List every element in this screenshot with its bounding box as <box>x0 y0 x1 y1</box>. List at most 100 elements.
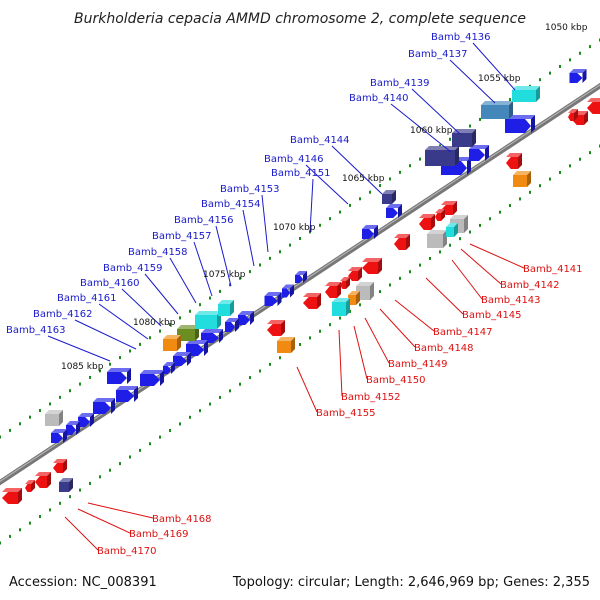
tick-label: 1080 kbp <box>133 318 176 328</box>
leader-line-forward <box>472 42 516 91</box>
gene-top-face <box>277 337 295 341</box>
gene-label-forward: Bamb_4158 <box>128 247 188 258</box>
gene-arrow-forward <box>107 368 131 384</box>
gene-label-forward: Bamb_4137 <box>408 49 468 60</box>
track-dot <box>9 534 11 538</box>
track-dot <box>69 389 71 393</box>
gene-label-forward: Bamb_4153 <box>220 184 280 195</box>
track-dot <box>19 422 21 426</box>
track-dot <box>169 429 171 433</box>
gene-arrow-reverse <box>325 282 341 298</box>
gene-body <box>481 105 509 119</box>
gene-top-face <box>163 335 181 339</box>
track-dot <box>569 58 571 62</box>
leader-line-forward <box>144 273 179 315</box>
gene-top-face <box>512 86 540 90</box>
gene-body <box>513 175 527 187</box>
gene-label-forward: Bamb_4161 <box>57 293 117 304</box>
gene-side-face <box>467 157 471 175</box>
track-dot <box>529 190 531 194</box>
gene-body <box>332 302 346 316</box>
gene-side-face <box>90 413 94 427</box>
track-dot <box>549 71 551 75</box>
gene-top-face <box>569 69 587 73</box>
gene-side-face <box>346 277 350 289</box>
tick-label: 1060 kbp <box>410 126 453 136</box>
leader-line-forward <box>390 103 452 153</box>
gene-top-face <box>340 277 350 281</box>
gene-side-face <box>187 352 191 366</box>
gene-arrow-forward <box>173 352 191 366</box>
track-dot <box>389 177 391 181</box>
gene-side-face <box>303 271 307 283</box>
gene-label-forward: Bamb_4160 <box>80 278 140 289</box>
gene-arrow-reverse <box>340 277 350 289</box>
gene-body <box>163 339 177 351</box>
gene-body <box>107 372 127 384</box>
track-dot <box>509 98 511 102</box>
tick-label: 1055 kbp <box>478 74 521 84</box>
gene-top-face <box>177 325 199 329</box>
gene-top-face <box>238 311 254 315</box>
track-dot <box>239 382 241 386</box>
gene-body <box>59 482 69 492</box>
gene-features <box>2 69 600 504</box>
gene-side-face <box>31 480 35 492</box>
leader-line-forward <box>331 145 383 195</box>
gene-arrow-forward <box>93 398 115 414</box>
track-dot <box>289 243 291 247</box>
gene-body <box>173 356 187 366</box>
accession-text: Accession: NC_008391 <box>9 575 157 590</box>
gene-top-face <box>66 421 80 425</box>
gene-side-face <box>509 101 513 119</box>
gene-label-forward: Bamb_4159 <box>103 263 163 274</box>
gene-side-face <box>464 215 468 233</box>
gene-arrow-reverse <box>267 320 285 336</box>
track-dot <box>59 501 61 505</box>
track-dot <box>539 78 541 82</box>
track-dot <box>579 51 581 55</box>
track-dot <box>49 508 51 512</box>
gene-body <box>282 288 290 298</box>
gene-top-face <box>218 300 234 304</box>
leader-line-reverse <box>338 329 343 397</box>
track-dot <box>399 276 401 280</box>
gene-side-face <box>392 190 396 204</box>
track-dot <box>369 190 371 194</box>
track-dot <box>139 342 141 346</box>
track-dot <box>579 157 581 161</box>
track-dot <box>409 164 411 168</box>
track-dot <box>479 117 481 121</box>
gene-label-forward: Bamb_4144 <box>290 135 350 146</box>
track-dot <box>559 64 561 68</box>
gene-body <box>66 425 76 435</box>
gene-body <box>25 484 31 492</box>
track-dot <box>179 422 181 426</box>
gene-body <box>587 102 600 114</box>
gene-label-reverse: Bamb_4142 <box>500 280 560 291</box>
gene-label-forward: Bamb_4162 <box>33 309 93 320</box>
gene-top-face <box>435 209 445 213</box>
gene-arrow-reverse <box>419 214 435 230</box>
gene-label-reverse: Bamb_4147 <box>433 327 493 338</box>
track-dot <box>379 290 381 294</box>
track-dot <box>449 137 451 141</box>
gene-top-face <box>201 329 223 333</box>
track-dot <box>269 362 271 366</box>
tick-label: 1050 kbp <box>545 23 588 33</box>
gene-top-face <box>267 320 285 324</box>
leader-line-reverse <box>296 366 318 413</box>
gene-body <box>340 281 346 289</box>
track-dot <box>79 382 81 386</box>
gene-side-face <box>250 311 254 325</box>
leader-line-forward <box>98 303 149 340</box>
gene-box <box>427 230 447 248</box>
gene-top-face <box>45 410 63 414</box>
map-title: Burkholderia cepacia AMMD chromosome 2, … <box>74 11 526 27</box>
tick-label: 1065 kbp <box>342 174 385 184</box>
leader-line-forward <box>261 194 269 253</box>
leader-line-reverse <box>394 299 435 332</box>
track-dot <box>479 223 481 227</box>
track-dot <box>219 289 221 293</box>
